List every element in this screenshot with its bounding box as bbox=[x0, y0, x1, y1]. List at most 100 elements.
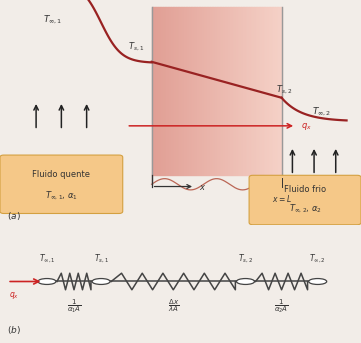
Bar bbox=[235, 7, 236, 184]
Bar bbox=[226, 7, 228, 184]
Text: Fluido quente: Fluido quente bbox=[32, 170, 90, 179]
Bar bbox=[221, 7, 223, 184]
Bar bbox=[207, 7, 209, 184]
Bar bbox=[184, 7, 186, 184]
Text: $T_{s,2}$: $T_{s,2}$ bbox=[276, 84, 292, 96]
Bar bbox=[254, 7, 256, 184]
Bar bbox=[209, 7, 210, 184]
FancyBboxPatch shape bbox=[0, 155, 123, 213]
Bar bbox=[225, 7, 226, 184]
Bar bbox=[246, 7, 248, 184]
Bar bbox=[181, 7, 183, 184]
Bar bbox=[233, 7, 235, 184]
Bar bbox=[165, 7, 166, 184]
Bar bbox=[251, 7, 252, 184]
Text: $x = L$: $x = L$ bbox=[271, 193, 292, 204]
Bar bbox=[161, 7, 163, 184]
Text: $T_{s,2}$: $T_{s,2}$ bbox=[238, 253, 253, 265]
Bar bbox=[239, 7, 241, 184]
Text: $T_{s,1}$: $T_{s,1}$ bbox=[93, 253, 109, 265]
Bar bbox=[230, 7, 231, 184]
Bar bbox=[179, 7, 181, 184]
Bar bbox=[215, 7, 217, 184]
Bar bbox=[236, 7, 238, 184]
Bar bbox=[244, 7, 246, 184]
Bar bbox=[197, 7, 199, 184]
Text: $T_{\infty,2}$: $T_{\infty,2}$ bbox=[309, 253, 326, 265]
Bar bbox=[231, 7, 233, 184]
Bar bbox=[267, 7, 269, 184]
Bar bbox=[272, 7, 274, 184]
Bar bbox=[200, 7, 202, 184]
Text: $x$: $x$ bbox=[199, 183, 206, 192]
Bar bbox=[187, 7, 189, 184]
Bar bbox=[218, 7, 220, 184]
Bar bbox=[274, 7, 275, 184]
Bar bbox=[160, 7, 161, 184]
Bar bbox=[270, 7, 272, 184]
Text: $T_{\infty,1}$: $T_{\infty,1}$ bbox=[39, 253, 55, 265]
Text: $\dfrac{\Delta x}{\lambda A}$: $\dfrac{\Delta x}{\lambda A}$ bbox=[168, 298, 179, 314]
Bar bbox=[278, 7, 280, 184]
Bar bbox=[196, 7, 197, 184]
Bar bbox=[249, 7, 251, 184]
Bar bbox=[199, 7, 200, 184]
Bar bbox=[182, 7, 184, 184]
Bar bbox=[157, 7, 158, 184]
Bar bbox=[256, 7, 257, 184]
Bar bbox=[275, 7, 277, 184]
Bar bbox=[189, 7, 191, 184]
Bar bbox=[280, 7, 282, 184]
Bar bbox=[259, 7, 261, 184]
Circle shape bbox=[309, 279, 327, 284]
Bar bbox=[194, 7, 196, 184]
Bar bbox=[155, 7, 157, 184]
Bar bbox=[261, 7, 262, 184]
Bar bbox=[152, 7, 153, 184]
Bar bbox=[205, 7, 207, 184]
Bar bbox=[269, 7, 270, 184]
Bar bbox=[171, 7, 173, 184]
Text: $q_x$: $q_x$ bbox=[301, 121, 312, 132]
Text: $T_{\infty,2}$: $T_{\infty,2}$ bbox=[312, 106, 332, 118]
Bar bbox=[192, 7, 194, 184]
Bar bbox=[228, 7, 230, 184]
Bar bbox=[153, 7, 155, 184]
Text: $T_{\infty,1}$: $T_{\infty,1}$ bbox=[43, 14, 63, 26]
Bar bbox=[238, 7, 239, 184]
Circle shape bbox=[38, 279, 56, 284]
Bar bbox=[186, 7, 187, 184]
Bar bbox=[213, 7, 215, 184]
Circle shape bbox=[92, 279, 110, 284]
Text: $T_{\infty,1}$, $\alpha_1$: $T_{\infty,1}$, $\alpha_1$ bbox=[45, 189, 78, 202]
Bar bbox=[217, 7, 218, 184]
Text: $q_x$: $q_x$ bbox=[9, 290, 19, 301]
Text: $\dfrac{1}{\alpha_2 A}$: $\dfrac{1}{\alpha_2 A}$ bbox=[274, 298, 289, 316]
Bar bbox=[168, 7, 170, 184]
Bar bbox=[170, 7, 171, 184]
FancyBboxPatch shape bbox=[249, 175, 361, 225]
Text: Fluido frio: Fluido frio bbox=[284, 186, 326, 194]
Bar bbox=[262, 7, 264, 184]
Bar bbox=[158, 7, 160, 184]
Bar bbox=[220, 7, 221, 184]
Bar bbox=[210, 7, 212, 184]
Bar bbox=[176, 7, 178, 184]
Bar bbox=[223, 7, 225, 184]
Bar bbox=[178, 7, 179, 184]
Bar bbox=[257, 7, 259, 184]
Text: $\dfrac{1}{\alpha_1 A}$: $\dfrac{1}{\alpha_1 A}$ bbox=[67, 298, 81, 316]
Bar bbox=[243, 7, 244, 184]
Bar bbox=[265, 7, 267, 184]
Bar bbox=[174, 7, 176, 184]
Text: $T_{\infty,2}$, $\alpha_2$: $T_{\infty,2}$, $\alpha_2$ bbox=[288, 203, 322, 215]
Text: $T_{s,1}$: $T_{s,1}$ bbox=[128, 41, 144, 53]
Bar bbox=[241, 7, 243, 184]
Bar bbox=[277, 7, 278, 184]
Bar bbox=[163, 7, 165, 184]
Text: $(a)$: $(a)$ bbox=[7, 211, 21, 223]
Bar bbox=[248, 7, 249, 184]
Text: $(b)$: $(b)$ bbox=[7, 324, 21, 336]
Bar bbox=[191, 7, 192, 184]
Bar bbox=[202, 7, 204, 184]
